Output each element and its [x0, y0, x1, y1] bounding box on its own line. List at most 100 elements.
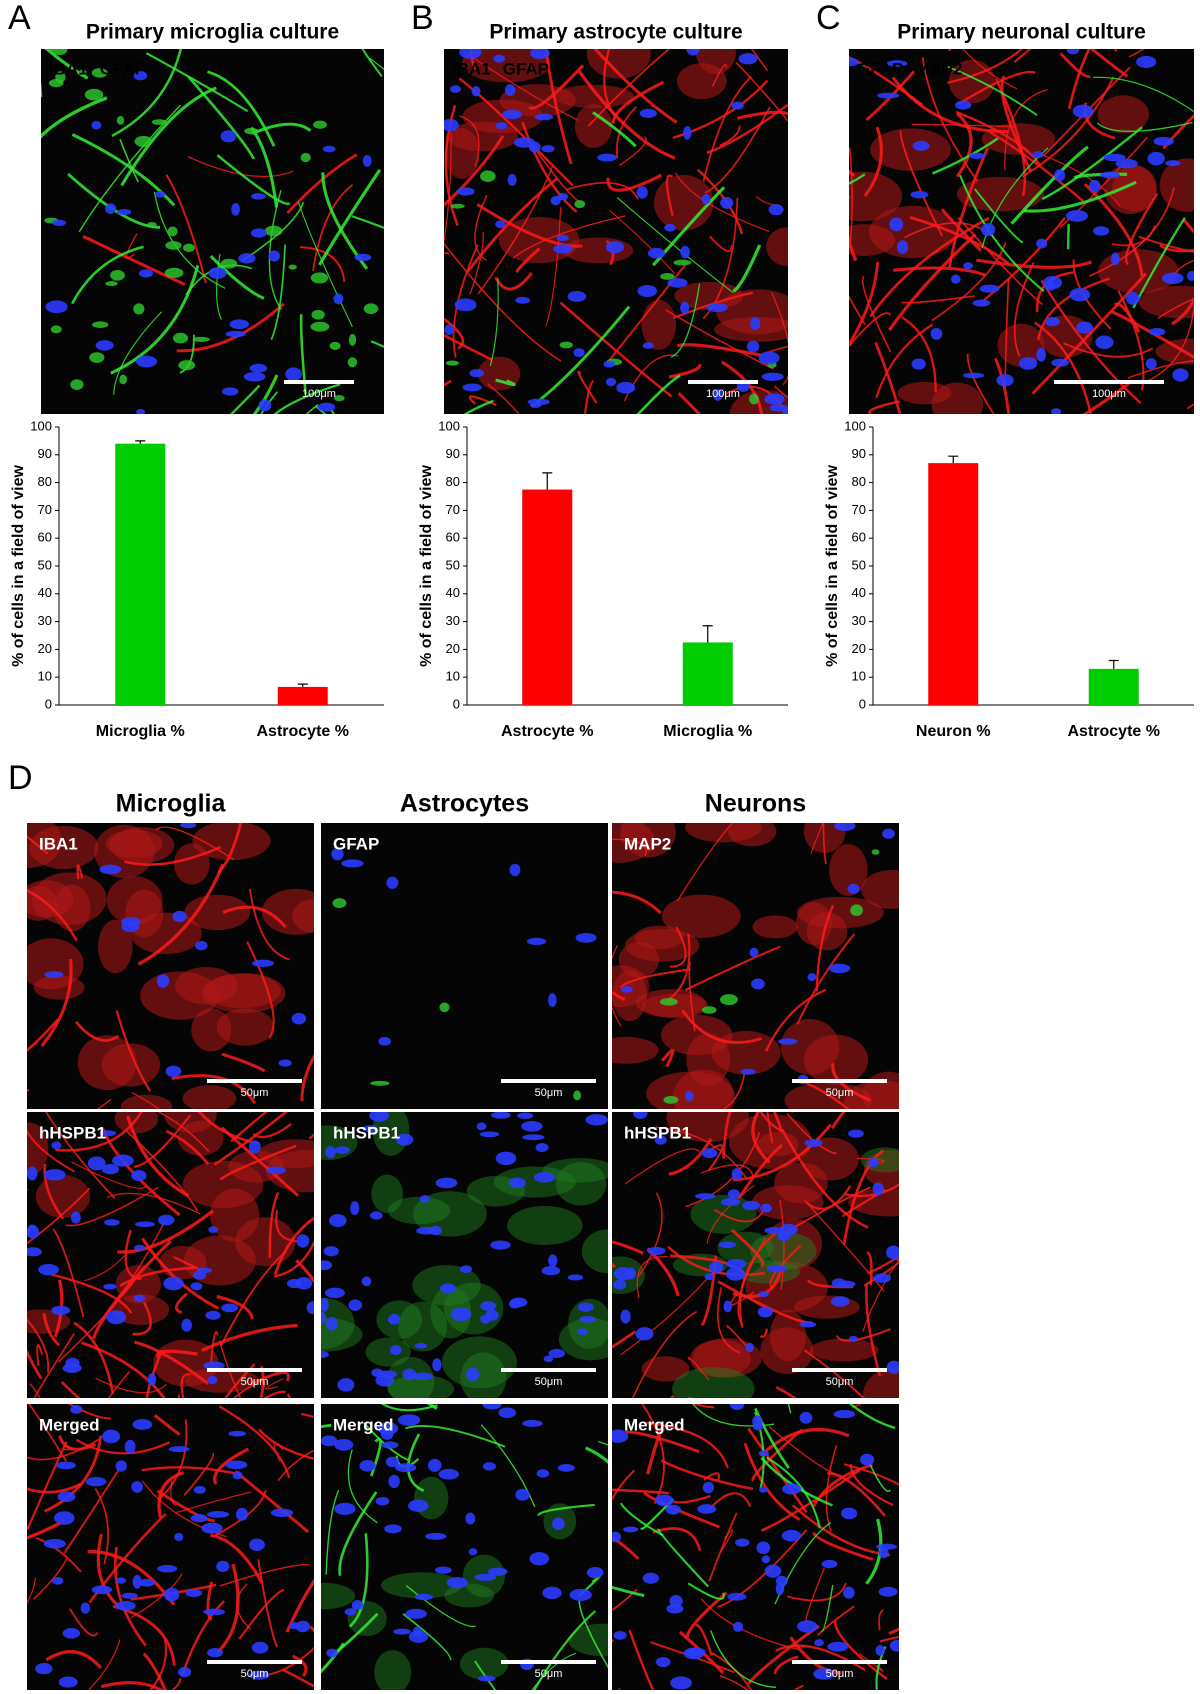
- cell: [665, 1504, 682, 1515]
- fiber: [283, 1669, 314, 1688]
- cell: [996, 374, 1014, 387]
- fiber: [858, 1653, 884, 1672]
- fiber: [137, 863, 225, 966]
- cell: [354, 253, 372, 262]
- cell: [980, 223, 996, 237]
- fiber: [849, 1463, 894, 1507]
- cell: [333, 293, 344, 305]
- cell: [450, 85, 461, 93]
- cell: [222, 387, 239, 396]
- fiber: [849, 295, 866, 325]
- fiber: [962, 49, 1018, 90]
- cell: [542, 1586, 562, 1600]
- cell: [92, 321, 109, 328]
- cell: [324, 1287, 345, 1299]
- cell: [613, 1631, 627, 1640]
- cell: [158, 1214, 175, 1226]
- cell: [733, 1621, 744, 1632]
- fiber: [1033, 321, 1092, 414]
- cell: [676, 63, 727, 100]
- fiber: [637, 1192, 663, 1277]
- cell: [752, 1422, 764, 1431]
- cell: [641, 1356, 690, 1382]
- fiber: [796, 933, 856, 1025]
- cell: [45, 300, 68, 314]
- fiber: [866, 1255, 899, 1274]
- fiber: [297, 201, 353, 328]
- cell: [871, 849, 880, 855]
- fiber: [87, 1639, 121, 1690]
- image-content: [612, 1112, 899, 1398]
- cell: [112, 1154, 134, 1167]
- fiber: [750, 49, 769, 72]
- cell: [306, 1301, 314, 1315]
- image-label: GFAP: [333, 834, 379, 853]
- fiber: [405, 1585, 476, 1628]
- y-tick-label: 80: [38, 474, 52, 489]
- cell: [930, 327, 943, 340]
- cell: [581, 1229, 608, 1273]
- fiber: [900, 316, 937, 392]
- fiber: [216, 154, 291, 206]
- cell: [348, 333, 357, 346]
- y-tick-label: 10: [38, 669, 52, 684]
- fiber: [667, 933, 691, 1001]
- cell: [955, 100, 972, 110]
- cell: [745, 1342, 755, 1352]
- cell: [477, 1675, 496, 1682]
- bar: [522, 489, 573, 705]
- cell: [48, 79, 64, 88]
- fiber: [679, 1630, 725, 1675]
- fiber: [1066, 223, 1070, 250]
- fiber: [444, 135, 505, 207]
- cell: [550, 196, 561, 206]
- fiber: [216, 1563, 240, 1654]
- panel-title: Primary astrocyte culture: [489, 21, 742, 44]
- cell: [769, 404, 788, 412]
- micrograph: [612, 823, 899, 1109]
- cell: [62, 1628, 81, 1639]
- fiber: [370, 340, 384, 349]
- fiber: [631, 1310, 698, 1398]
- cell: [579, 1315, 596, 1323]
- column-header: Microglia: [116, 790, 227, 818]
- cell: [495, 122, 508, 130]
- column-header: Astrocytes: [400, 790, 529, 818]
- cell: [718, 1241, 736, 1248]
- cell: [105, 203, 117, 214]
- micrograph: [27, 1112, 314, 1398]
- cell: [295, 1620, 311, 1633]
- fiber: [891, 76, 1009, 134]
- fiber: [822, 823, 827, 865]
- cell: [438, 1468, 459, 1480]
- fiber: [84, 1253, 127, 1282]
- fiber: [849, 147, 853, 249]
- y-tick-label: 80: [446, 474, 460, 489]
- cell: [43, 1538, 66, 1549]
- cell: [52, 219, 67, 226]
- fiber: [361, 49, 383, 78]
- cell: [54, 1511, 75, 1525]
- error-bar: [948, 455, 959, 464]
- fiber: [285, 1578, 314, 1633]
- cell: [686, 49, 700, 56]
- fiber: [119, 138, 139, 183]
- fiber: [141, 1466, 241, 1476]
- fiber: [29, 1383, 41, 1398]
- cell: [43, 1169, 66, 1181]
- cell: [1054, 169, 1066, 182]
- cell: [963, 262, 973, 270]
- fiber: [106, 1192, 201, 1215]
- cell: [746, 340, 760, 353]
- panel-letter: A: [8, 0, 31, 37]
- cell: [562, 237, 634, 264]
- cell: [701, 1148, 718, 1159]
- fiber: [670, 283, 701, 358]
- cell: [103, 1283, 117, 1290]
- cell: [350, 1201, 360, 1216]
- fiber: [107, 1371, 131, 1398]
- cell: [140, 971, 220, 1020]
- fiber: [259, 1365, 265, 1398]
- fiber: [275, 1210, 299, 1243]
- y-axis-label: % of cells in a field of view: [824, 465, 841, 667]
